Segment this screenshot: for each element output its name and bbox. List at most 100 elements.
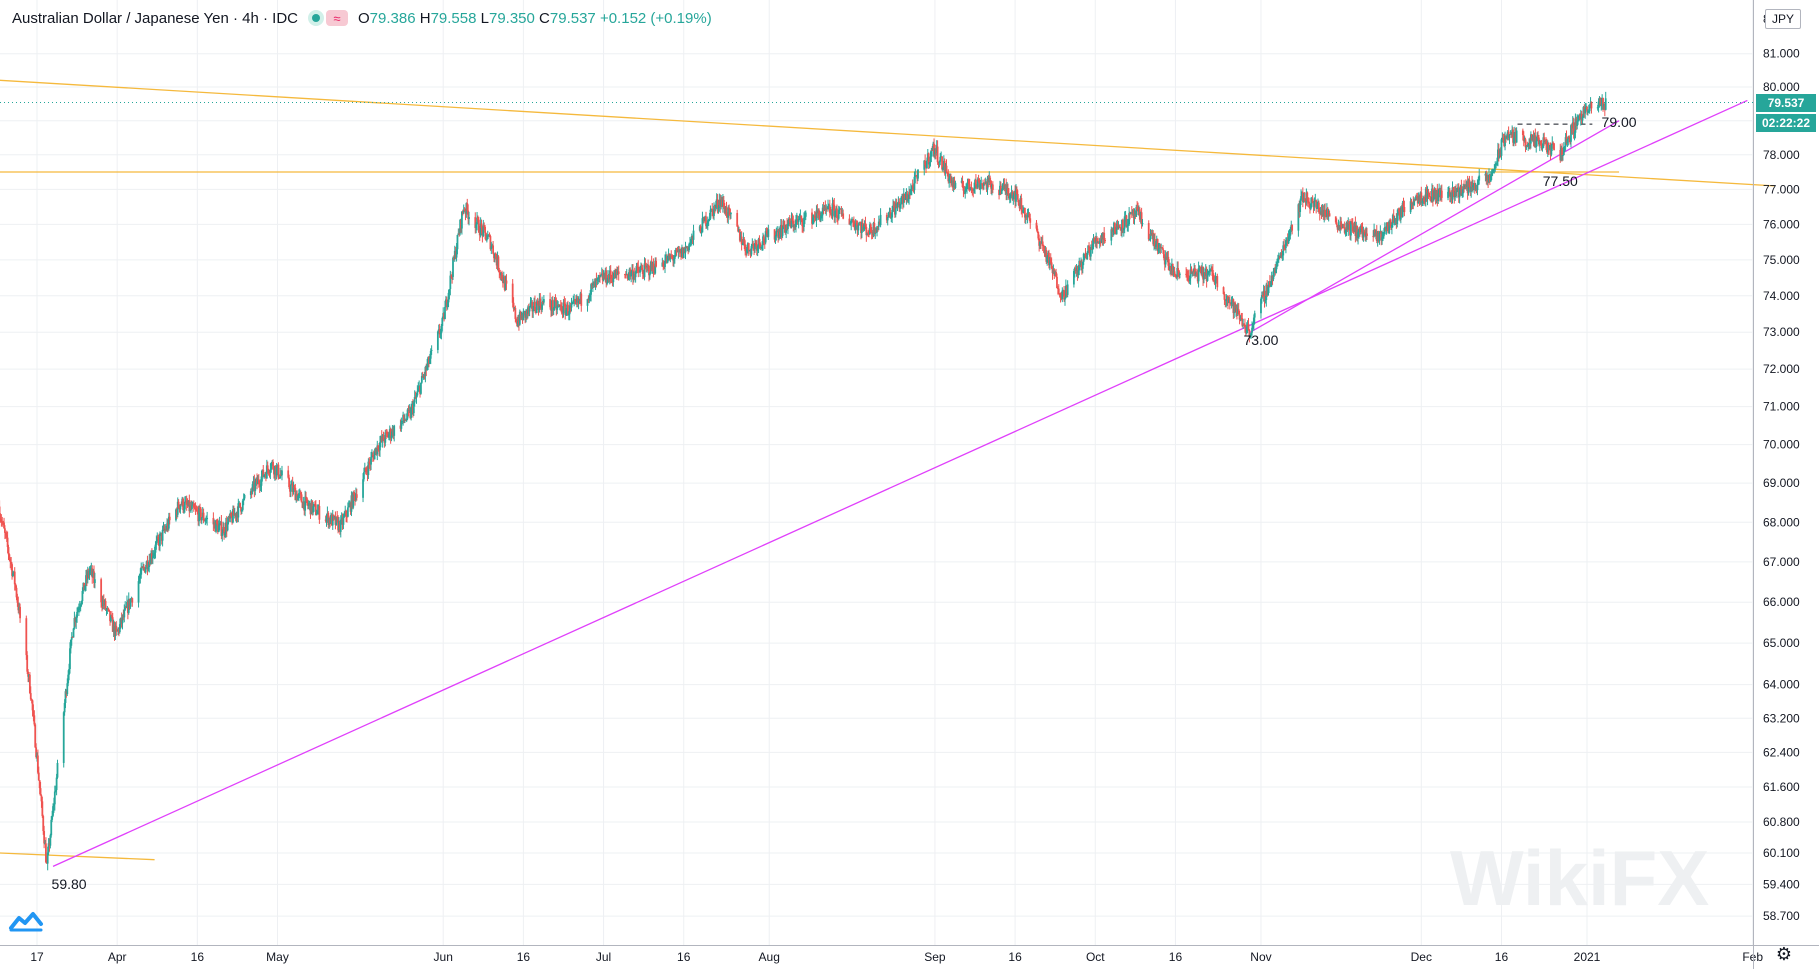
candle (748, 243, 750, 256)
candle-body (159, 535, 161, 546)
candle-body (1516, 131, 1518, 143)
candle (1591, 101, 1593, 113)
candle-body (437, 331, 439, 350)
y-tick-label: 66.000 (1763, 595, 1800, 609)
change-value: +0.152 (+0.19%) (600, 10, 712, 27)
candles (0, 92, 1607, 870)
candle-body (130, 599, 132, 607)
candle-body (1553, 143, 1555, 150)
candle-body (1142, 223, 1144, 224)
x-tick-label: Feb (1742, 950, 1763, 964)
candle-body (484, 227, 486, 233)
y-tick-label: 58.700 (1763, 909, 1800, 923)
candle (420, 383, 422, 395)
candle-body (50, 820, 52, 835)
candle-body (1248, 324, 1250, 330)
candle-body (73, 628, 75, 637)
x-tick-label: 2021 (1574, 950, 1601, 964)
candle-body (431, 350, 433, 351)
candle (57, 760, 59, 779)
candle-body (937, 147, 939, 163)
candle-body (514, 308, 516, 319)
candle-body (492, 245, 494, 253)
candle (880, 208, 882, 227)
status-pills[interactable]: ≈ (308, 10, 348, 26)
candle (318, 500, 320, 524)
candle-body (145, 567, 147, 572)
candle (1553, 143, 1555, 151)
candle (1058, 284, 1060, 294)
candle-body (748, 243, 750, 251)
candle-body (206, 518, 208, 519)
candle (492, 241, 494, 254)
candle (736, 210, 738, 227)
currency-button[interactable]: JPY (1765, 9, 1801, 29)
watermark: WikiFX (1450, 834, 1709, 922)
high-value: 79.558 (431, 10, 477, 27)
symbol-legend: Australian Dollar / Japanese Yen · 4h · … (12, 7, 712, 29)
candle-body (8, 547, 10, 554)
candle-body (363, 472, 365, 479)
price-annotation: 77.50 (1543, 173, 1578, 189)
x-tick-label: Oct (1086, 950, 1105, 964)
candle-body (138, 581, 140, 602)
candle (281, 466, 283, 480)
tradingview-logo-icon[interactable] (8, 906, 44, 936)
ohlc-values: O79.386 H79.558 L79.350 C79.537 +0.152 (… (358, 10, 712, 27)
y-tick-label: 77.000 (1763, 182, 1800, 196)
approx-icon: ≈ (326, 10, 348, 26)
candle-body (393, 426, 395, 436)
candle (946, 159, 948, 173)
candle-body (805, 213, 807, 217)
high-label: H (420, 10, 431, 27)
candle-body (842, 213, 844, 218)
candle-body (457, 235, 459, 249)
candle-body (1017, 194, 1019, 200)
candle-body (444, 307, 446, 319)
candle-body (318, 506, 320, 520)
settings-gear-icon[interactable]: ⚙ (1772, 942, 1796, 966)
y-tick-label: 62.400 (1763, 745, 1800, 759)
candle-body (693, 231, 695, 240)
candle-body (1366, 233, 1368, 236)
resistance-trendline (0, 853, 155, 860)
candle-body (420, 383, 422, 394)
open-label: O (358, 10, 370, 27)
candle-body (1379, 233, 1381, 241)
candle (1148, 220, 1150, 241)
candle-body (108, 610, 110, 612)
symbol-title[interactable]: Australian Dollar / Japanese Yen · 4h · … (12, 10, 298, 27)
candle-body (649, 274, 651, 276)
y-tick-label: 61.600 (1763, 780, 1800, 794)
y-tick-label: 67.000 (1763, 555, 1800, 569)
x-tick-label: 16 (191, 950, 205, 964)
x-tick-label: Jun (434, 950, 453, 964)
candle-body (880, 215, 882, 225)
candle (1248, 318, 1250, 331)
candle-body (107, 608, 109, 609)
candle-body (1254, 313, 1256, 317)
candle-body (76, 612, 78, 618)
y-tick-label: 75.000 (1763, 253, 1800, 267)
y-tick-label: 69.000 (1763, 476, 1800, 490)
candle-body (1568, 136, 1570, 138)
candle (710, 206, 712, 221)
y-tick-label: 65.000 (1763, 636, 1800, 650)
candle-body (926, 161, 928, 169)
x-tick-label: May (266, 950, 289, 964)
price-annotation: 73.00 (1243, 332, 1278, 348)
x-tick-label: Apr (108, 950, 127, 964)
candle-body (1561, 148, 1563, 156)
candle-body (362, 479, 364, 498)
candle-body (347, 507, 349, 516)
low-label: L (481, 10, 489, 27)
candle-body (1329, 213, 1331, 216)
candle-body (162, 530, 164, 541)
candle-body (655, 261, 657, 267)
candle-body (939, 157, 941, 162)
candle-body (1216, 276, 1218, 287)
candle-body (57, 763, 59, 778)
